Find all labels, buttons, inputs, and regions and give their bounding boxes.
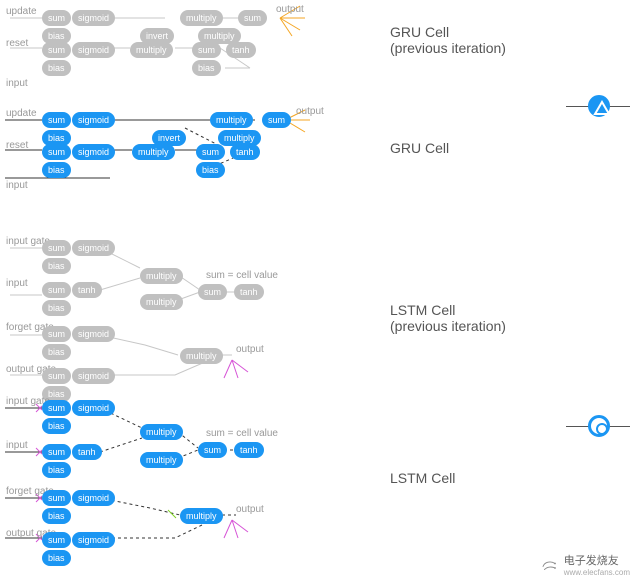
op-sigmoid: sigmoid (72, 532, 115, 548)
op-sum: sum (42, 144, 71, 160)
logo-text-cn: 电子发烧友 (564, 552, 630, 568)
op-sum: sum (42, 532, 71, 548)
op-sum: sum (42, 10, 71, 26)
op-sigmoid: sigmoid (72, 42, 115, 58)
label-reset: reset (6, 140, 28, 151)
op-bias: bias (42, 258, 71, 274)
op-bias: bias (42, 418, 71, 434)
op-tanh: tanh (72, 282, 102, 298)
op-tanh: tanh (234, 442, 264, 458)
op-bias: bias (42, 344, 71, 360)
title-lstm-prev: LSTM Cell (previous iteration) (390, 302, 506, 334)
op-sum: sum (42, 112, 71, 128)
label-output: output (276, 4, 304, 15)
op-multiply: multiply (130, 42, 173, 58)
op-tanh: tanh (226, 42, 256, 58)
title-gru: GRU Cell (390, 140, 449, 156)
op-sum: sum (238, 10, 267, 26)
label-input: input (6, 78, 28, 89)
op-bias: bias (42, 550, 71, 566)
op-sum: sum (196, 144, 225, 160)
op-bias: bias (196, 162, 225, 178)
op-sum: sum (42, 282, 71, 298)
op-bias: bias (42, 60, 71, 76)
op-multiply: multiply (140, 268, 183, 284)
op-sigmoid: sigmoid (72, 240, 115, 256)
op-sum: sum (42, 490, 71, 506)
label-output: output (296, 106, 324, 117)
op-sum: sum (192, 42, 221, 58)
label-output: output (236, 344, 264, 355)
lstm-cell-icon (588, 415, 610, 437)
op-tanh: tanh (230, 144, 260, 160)
op-sigmoid: sigmoid (72, 368, 115, 384)
op-bias: bias (42, 462, 71, 478)
op-multiply: multiply (140, 452, 183, 468)
op-sigmoid: sigmoid (72, 326, 115, 342)
op-multiply: multiply (180, 508, 223, 524)
op-sum: sum (42, 368, 71, 384)
op-sigmoid: sigmoid (72, 490, 115, 506)
elecfans-swirl-icon (540, 556, 558, 574)
label-update: update (6, 6, 37, 17)
op-bias: bias (192, 60, 221, 76)
op-sum: sum (198, 284, 227, 300)
op-sum: sum (42, 400, 71, 416)
op-sum: sum (198, 442, 227, 458)
op-sum: sum (42, 42, 71, 58)
label-update: update (6, 108, 37, 119)
op-bias: bias (42, 508, 71, 524)
title-gru-prev: GRU Cell (previous iteration) (390, 24, 506, 56)
label-input: input (6, 278, 28, 289)
op-bias: bias (42, 300, 71, 316)
op-bias: bias (42, 162, 71, 178)
op-sigmoid: sigmoid (72, 400, 115, 416)
label-sum-cell: sum = cell value (206, 428, 278, 439)
op-multiply: multiply (140, 294, 183, 310)
op-multiply: multiply (140, 424, 183, 440)
op-sigmoid: sigmoid (72, 10, 115, 26)
watermark-logo: 电子发烧友 www.elecfans.com (540, 552, 630, 577)
gru-cell-icon (588, 95, 610, 117)
op-multiply: multiply (132, 144, 175, 160)
op-tanh: tanh (72, 444, 102, 460)
label-output: output (236, 504, 264, 515)
op-sum: sum (42, 326, 71, 342)
title-lstm: LSTM Cell (390, 470, 455, 486)
label-input: input (6, 180, 28, 191)
op-sum: sum (42, 240, 71, 256)
logo-url: www.elecfans.com (564, 568, 630, 577)
op-multiply: multiply (180, 10, 223, 26)
op-tanh: tanh (234, 284, 264, 300)
label-input: input (6, 440, 28, 451)
op-sigmoid: sigmoid (72, 144, 115, 160)
op-multiply: multiply (210, 112, 253, 128)
op-sigmoid: sigmoid (72, 112, 115, 128)
label-reset: reset (6, 38, 28, 49)
label-sum-cell: sum = cell value (206, 270, 278, 281)
op-multiply: multiply (180, 348, 223, 364)
op-sum: sum (42, 444, 71, 460)
op-sum: sum (262, 112, 291, 128)
